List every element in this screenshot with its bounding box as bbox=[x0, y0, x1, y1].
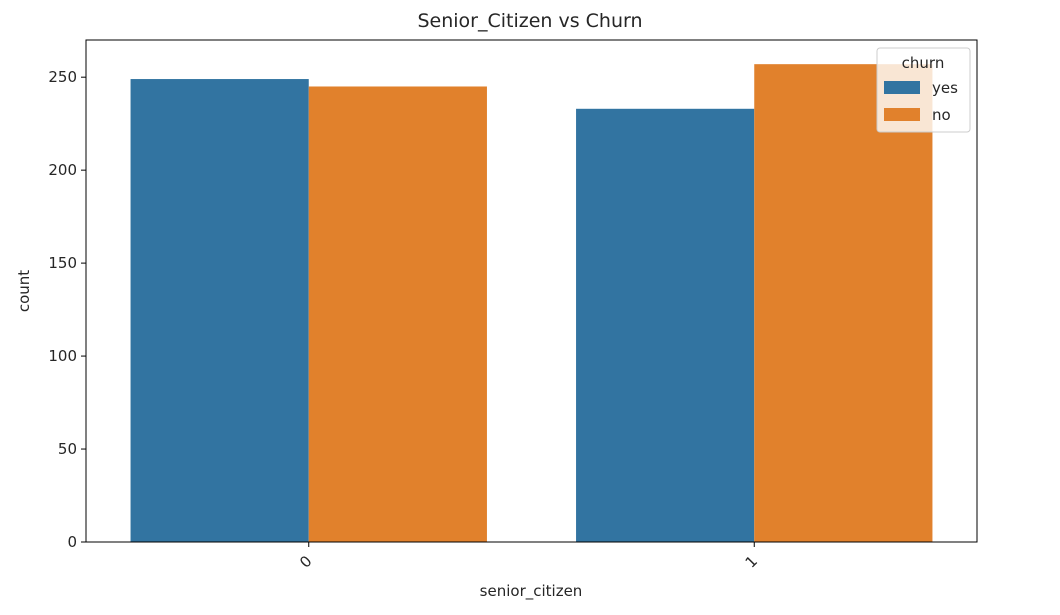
bar-yes-0 bbox=[130, 79, 309, 543]
y-tick-label: 100 bbox=[48, 347, 77, 365]
y-tick-label: 200 bbox=[48, 161, 77, 179]
plot-frame bbox=[85, 39, 978, 543]
y-tick-label: 50 bbox=[58, 440, 77, 458]
x-tick-label: 0 bbox=[296, 552, 315, 571]
bar-no-0 bbox=[308, 86, 487, 543]
legend-label-no: no bbox=[932, 106, 951, 124]
legend-title: churn bbox=[902, 54, 945, 72]
y-tick-label: 150 bbox=[48, 254, 77, 272]
x-tick-label: 1 bbox=[742, 552, 761, 571]
chart-title: Senior_Citizen vs Churn bbox=[417, 10, 642, 32]
legend-swatch-yes bbox=[884, 81, 920, 94]
bars-group bbox=[130, 64, 933, 543]
y-tick-label: 250 bbox=[48, 68, 77, 86]
legend-label-yes: yes bbox=[932, 79, 958, 97]
y-tick-label: 0 bbox=[67, 533, 77, 551]
legend: churn yes no bbox=[876, 47, 971, 133]
legend-swatch-no bbox=[884, 108, 920, 121]
x-axis-label: senior_citizen bbox=[480, 582, 583, 601]
y-axis-label: count bbox=[15, 270, 33, 312]
bar-yes-1 bbox=[576, 108, 755, 542]
legend-items: yes no bbox=[884, 79, 958, 124]
y-axis-ticks: 0 50 100 150 200 250 bbox=[48, 68, 86, 551]
bar-no-1 bbox=[754, 64, 933, 542]
